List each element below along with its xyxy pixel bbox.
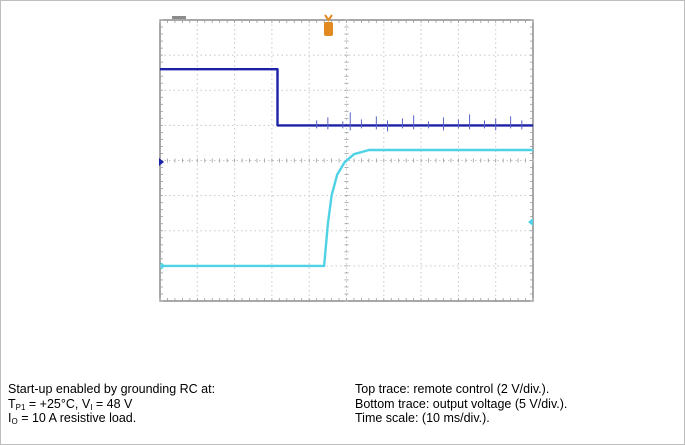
top-trace-ground-marker [159, 158, 164, 166]
caption-line: TP1 = +25°C, VI = 48 V [8, 397, 348, 412]
caption-subscript: P1 [15, 402, 26, 412]
top-readout-fragment [172, 16, 186, 19]
bottom-trace-ground-marker [160, 262, 166, 270]
caption-text: = 48 V [92, 396, 133, 411]
caption-line: Time scale: (10 ms/div.). [355, 411, 490, 425]
caption-line: Bottom trace: output voltage (5 V/div.). [355, 396, 568, 411]
trigger-level-marker [528, 218, 533, 226]
caption-text: = 10 A resistive load. [17, 411, 137, 425]
caption-subscript: I [90, 402, 93, 412]
oscilloscope-chart [159, 14, 534, 302]
caption-trace-info: Top trace: remote control (2 V/div.). Bo… [355, 382, 675, 426]
tick-marks [159, 19, 534, 302]
caption-text: I [8, 411, 12, 425]
traces [160, 68, 533, 268]
top-trace-line [160, 68, 533, 127]
bottom-trace-line [160, 148, 533, 268]
caption-text: T [8, 396, 16, 411]
caption-text: = +25°C, V [25, 396, 91, 411]
trigger-position-marker [324, 22, 333, 36]
caption-line: IO = 10 A resistive load. [8, 411, 348, 426]
caption-line: Start-up enabled by grounding RC at: [8, 382, 216, 396]
markers [159, 14, 533, 270]
trigger-arrow-icon [324, 14, 333, 22]
caption-subscript: O [11, 417, 18, 426]
caption-conditions: Start-up enabled by grounding RC at: TP1… [8, 382, 348, 426]
caption-line: Top trace: remote control (2 V/div.). [355, 382, 550, 396]
